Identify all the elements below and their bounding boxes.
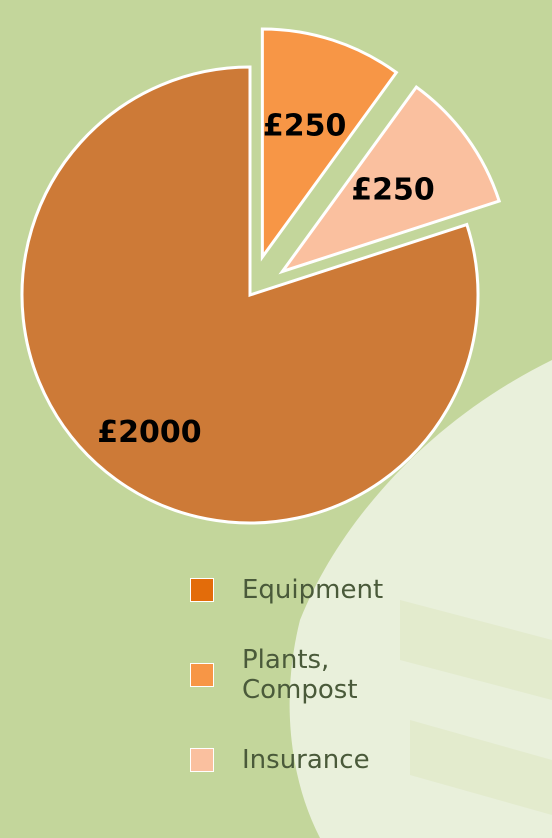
- value-label: £250: [351, 173, 435, 208]
- legend-label: Plants, Compost: [242, 645, 362, 705]
- value-label: £2000: [97, 415, 201, 450]
- legend-label: Insurance: [242, 745, 362, 775]
- page: £250£250 £2000 Equipment Plants, Compost In…: [0, 0, 552, 838]
- legend-item: Insurance: [190, 745, 390, 775]
- legend-swatch: [190, 663, 214, 687]
- legend-item: Equipment: [190, 575, 390, 605]
- legend-swatch: [190, 748, 214, 772]
- value-label: £250: [263, 108, 347, 143]
- legend-label: Equipment: [242, 575, 362, 605]
- legend-swatch: [190, 578, 214, 602]
- legend: Equipment Plants, Compost Insurance: [190, 575, 390, 815]
- legend-item: Plants, Compost: [190, 645, 390, 705]
